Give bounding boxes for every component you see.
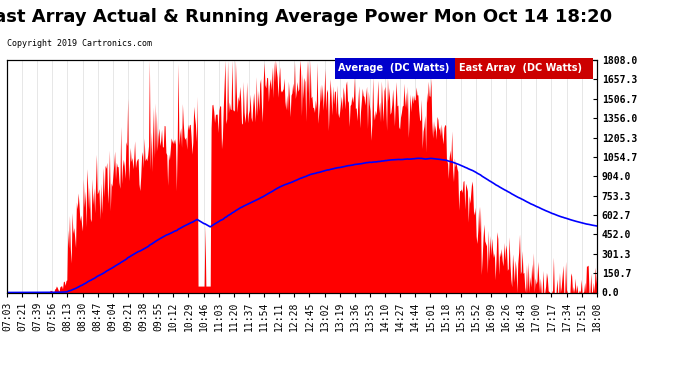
Text: Average  (DC Watts): Average (DC Watts) bbox=[338, 63, 449, 74]
Text: Copyright 2019 Cartronics.com: Copyright 2019 Cartronics.com bbox=[7, 39, 152, 48]
Text: East Array Actual & Running Average Power Mon Oct 14 18:20: East Array Actual & Running Average Powe… bbox=[0, 8, 612, 26]
Text: East Array  (DC Watts): East Array (DC Watts) bbox=[459, 63, 582, 74]
